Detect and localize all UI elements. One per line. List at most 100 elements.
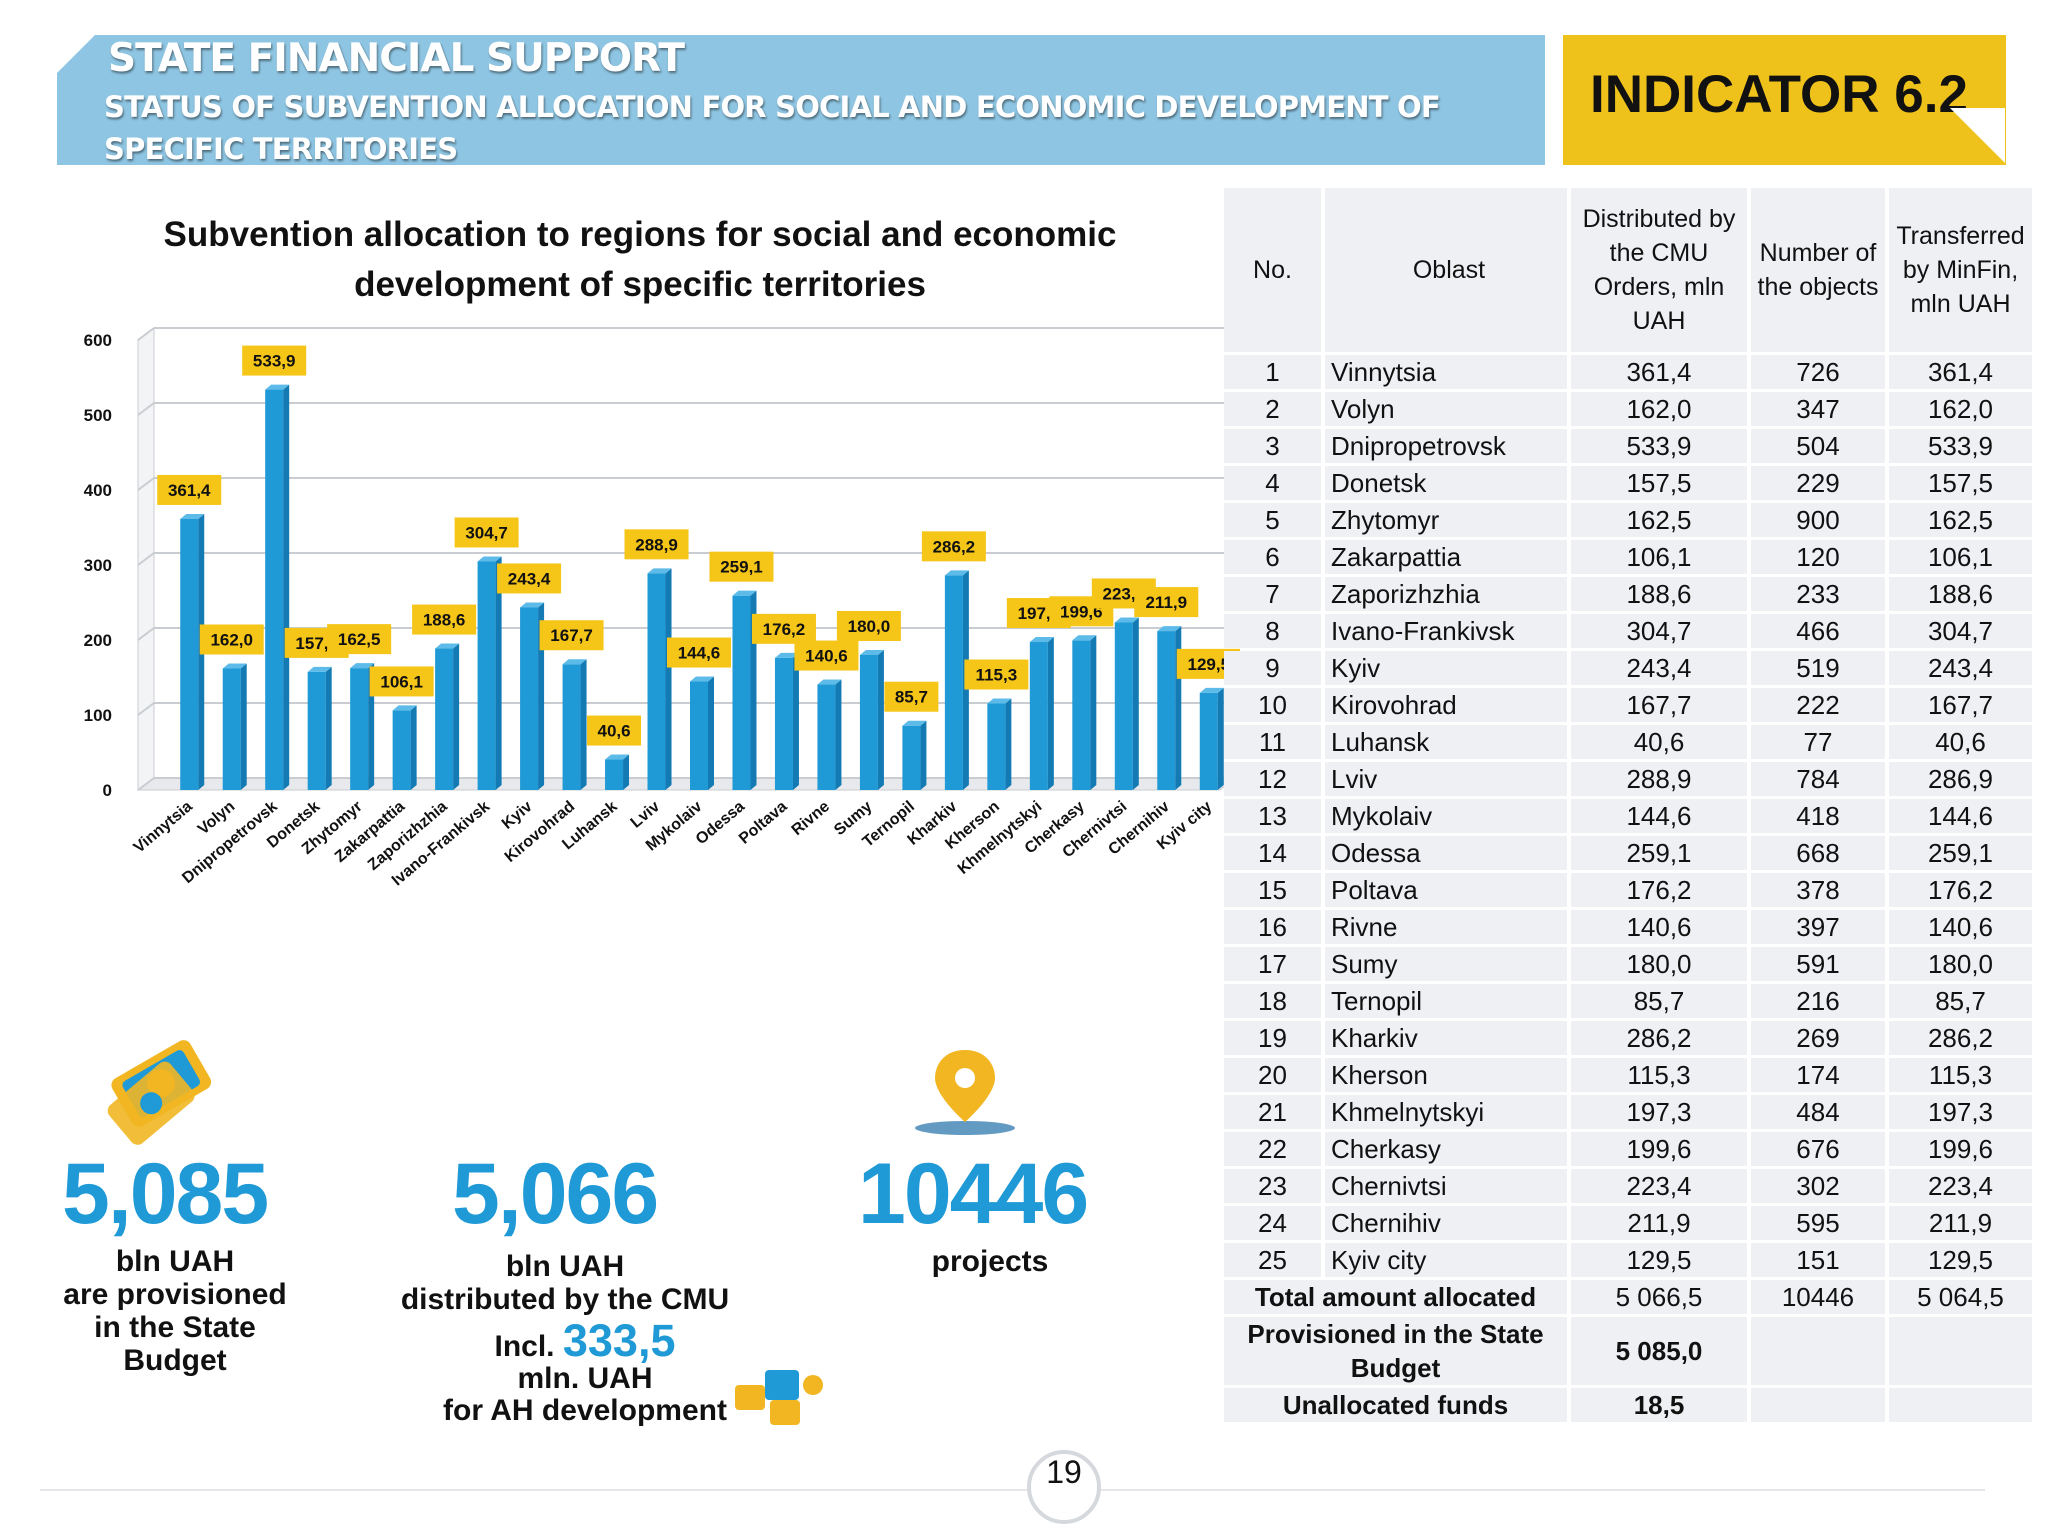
bar-side xyxy=(792,652,799,790)
row-distributed: 162,5 xyxy=(1571,503,1747,537)
row-distributed: 140,6 xyxy=(1571,910,1747,944)
row-no: 13 xyxy=(1224,799,1321,833)
budget-caption-line4: Budget xyxy=(123,1344,227,1377)
bar-top xyxy=(222,663,247,669)
data-label-box xyxy=(709,551,774,582)
row-objects: 900 xyxy=(1751,503,1885,537)
row-distributed: 304,7 xyxy=(1571,614,1747,648)
data-label-box xyxy=(836,611,901,641)
row-no: 11 xyxy=(1224,725,1321,759)
y-tick-label: 400 xyxy=(84,481,112,500)
bar-chart: 0100200300400500600361,4Vinnytsia162,0Vo… xyxy=(84,327,1240,889)
data-label-box xyxy=(497,563,562,594)
row-objects: 726 xyxy=(1751,355,1885,389)
row-objects: 595 xyxy=(1751,1206,1885,1240)
row-no: 14 xyxy=(1224,836,1321,870)
bar-top xyxy=(180,513,205,519)
row-distributed: 176,2 xyxy=(1571,873,1747,907)
row-objects: 151 xyxy=(1751,1243,1885,1277)
budget-caption-line1: bln UAH xyxy=(115,1245,235,1278)
bar xyxy=(562,664,581,790)
data-label-box xyxy=(157,474,222,505)
data-label: 286,2 xyxy=(933,537,976,556)
bar-top xyxy=(1029,637,1054,643)
row-transferred: 243,4 xyxy=(1889,651,2032,685)
bar-side xyxy=(1090,635,1097,790)
bar-top xyxy=(944,570,969,576)
x-tick-label: Lviv xyxy=(628,798,664,832)
bar xyxy=(1072,640,1091,790)
y-tick-label: 100 xyxy=(84,706,112,725)
row-transferred: 286,9 xyxy=(1889,762,2032,796)
indicator-label: INDICATOR 6.2 xyxy=(1590,65,1968,124)
row-objects: 229 xyxy=(1751,466,1885,500)
data-label-box xyxy=(1134,587,1199,618)
gridline-side xyxy=(137,402,155,416)
row-transferred: 162,5 xyxy=(1889,503,2032,537)
row-objects: 466 xyxy=(1751,614,1885,648)
row-oblast: Donetsk xyxy=(1325,466,1567,500)
banner-corner-decoration xyxy=(57,35,95,73)
data-label: 85,7 xyxy=(895,688,928,707)
bar xyxy=(987,703,1006,790)
money-icon xyxy=(107,1040,212,1145)
row-no: 3 xyxy=(1224,429,1321,463)
table-row: 3 Dnipropetrovsk 533,9 504 533,9 xyxy=(1224,429,2032,463)
row-no: 7 xyxy=(1224,577,1321,611)
row-objects: 269 xyxy=(1751,1021,1885,1055)
gridline-side xyxy=(137,327,155,341)
bar-side xyxy=(453,643,460,790)
table-row: 6 Zakarpattia 106,1 120 106,1 xyxy=(1224,540,2032,574)
row-oblast: Volyn xyxy=(1325,392,1567,426)
row-oblast: Zhytomyr xyxy=(1325,503,1567,537)
row-oblast: Chernivtsi xyxy=(1325,1169,1567,1203)
header-no: No. xyxy=(1224,188,1321,352)
row-no: 22 xyxy=(1224,1132,1321,1166)
row-transferred: 188,6 xyxy=(1889,577,2032,611)
row-transferred: 286,2 xyxy=(1889,1021,2032,1055)
y-tick-label: 200 xyxy=(84,631,112,650)
data-label: 129,5 xyxy=(1187,655,1230,674)
row-oblast: Ternopil xyxy=(1325,984,1567,1018)
row-distributed: 211,9 xyxy=(1571,1206,1747,1240)
data-label: 304,7 xyxy=(465,523,508,542)
row-no: 8 xyxy=(1224,614,1321,648)
table-row: 14 Odessa 259,1 668 259,1 xyxy=(1224,836,2032,870)
row-no: 6 xyxy=(1224,540,1321,574)
y-tick-label: 500 xyxy=(84,406,112,425)
table-row: 21 Khmelnytskyi 197,3 484 197,3 xyxy=(1224,1095,2032,1129)
data-label-box xyxy=(242,345,307,376)
bar-top xyxy=(265,384,290,390)
data-label-box xyxy=(921,531,986,562)
data-label-box xyxy=(412,604,477,635)
data-label-box xyxy=(327,624,392,655)
bar xyxy=(944,575,963,790)
bar-top xyxy=(690,676,714,682)
data-label: 361,4 xyxy=(168,481,211,500)
x-tick-label: Rivne xyxy=(789,798,833,839)
row-objects: 418 xyxy=(1751,799,1885,833)
distributed-total-caption: bln UAH distributed by the CMU xyxy=(380,1250,750,1316)
bar-side xyxy=(1132,617,1139,790)
row-transferred: 361,4 xyxy=(1889,355,2032,389)
table-row: 25 Kyiv city 129,5 151 129,5 xyxy=(1224,1243,2032,1277)
chart-title: Subvention allocation to regions for soc… xyxy=(163,215,1117,304)
chart-floor xyxy=(136,777,1238,791)
row-oblast: Zakarpattia xyxy=(1325,540,1567,574)
row-objects: 233 xyxy=(1751,577,1885,611)
row-objects: 302 xyxy=(1751,1169,1885,1203)
data-label-box xyxy=(964,659,1029,690)
bar-top xyxy=(902,720,927,726)
bar xyxy=(732,595,751,790)
bar-top xyxy=(1199,687,1224,693)
row-transferred: 180,0 xyxy=(1889,947,2032,981)
bar xyxy=(647,573,666,790)
bar-side xyxy=(410,705,417,790)
incl-caption: for AH development xyxy=(443,1394,727,1427)
total-distributed: 5 066,5 xyxy=(1571,1280,1747,1314)
table-row: 9 Kyiv 243,4 519 243,4 xyxy=(1224,651,2032,685)
row-no: 1 xyxy=(1224,355,1321,389)
data-label-box xyxy=(751,613,816,644)
footer-divider xyxy=(40,1489,1985,1491)
distributed-caption-line1: bln UAH xyxy=(505,1250,625,1283)
